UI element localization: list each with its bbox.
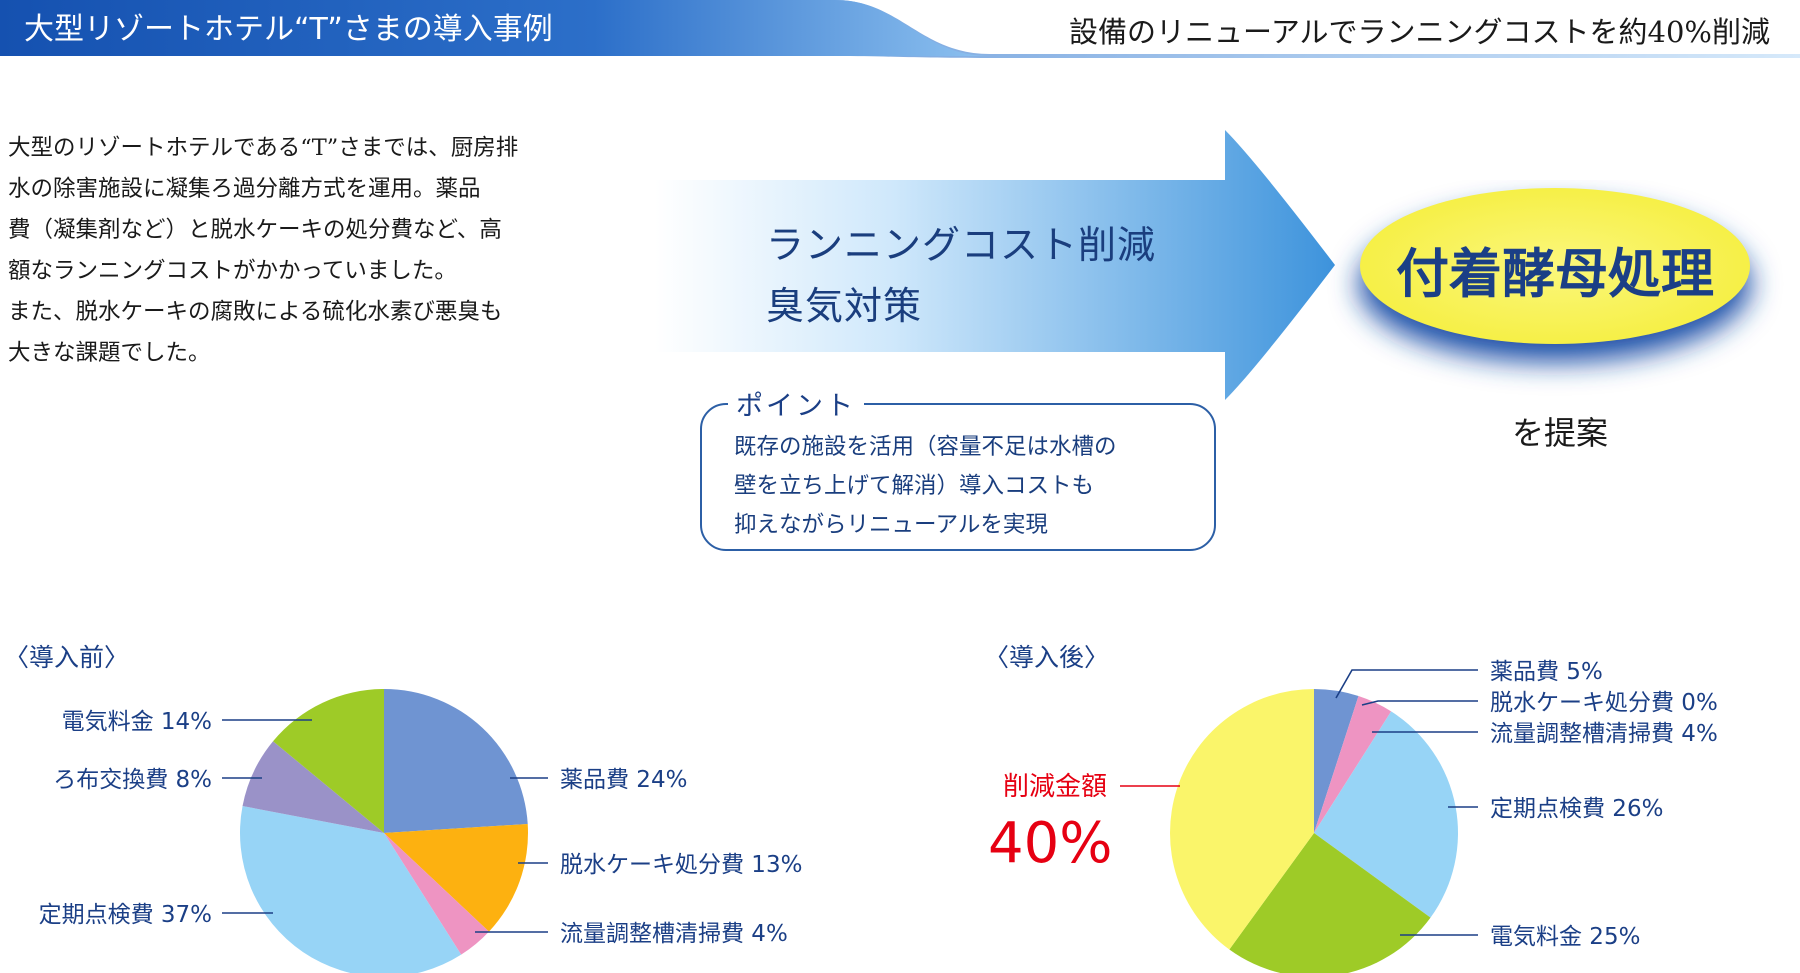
slice-label: 流量調整槽清掃費 4% [560, 921, 788, 947]
pie-slice [384, 689, 528, 833]
slice-label: 電気料金 25% [1490, 924, 1640, 950]
point-line: 抑えながらリニューアルを実現 [734, 512, 1048, 538]
point-line: 既存の施設を活用（容量不足は水槽の [734, 434, 1117, 460]
arrow-label-odor: 臭気対策 [766, 284, 923, 328]
solution-suffix: を提案 [1511, 414, 1608, 452]
header-band [0, 0, 1800, 58]
pie-slice [240, 806, 462, 973]
pie-slice [1169, 689, 1314, 950]
arrow-label-cost: ランニングコスト削減 [766, 223, 1157, 267]
intro-line: 水の除害施設に凝集ろ過分離方式を運用。薬品 [8, 176, 481, 202]
solution-title: 付着酵母処理 [1396, 244, 1714, 305]
slice-label: 定期点検費 26% [1490, 796, 1663, 822]
pie-slice [1314, 711, 1458, 918]
slice-label: 流量調整槽清掃費 4% [1490, 721, 1718, 747]
page-tagline: 設備のリニューアルでランニングコストを約40%削減 [1068, 15, 1770, 49]
pie-slice [1314, 689, 1359, 833]
slice-label: ろ布交換費 8% [53, 767, 212, 793]
reduction-label: 削減金額 [1003, 772, 1107, 802]
leader-line [1335, 669, 1478, 699]
point-box [700, 403, 1216, 551]
solution-ellipse [1359, 188, 1751, 362]
chart-after-title: 〈導入後〉 [984, 643, 1110, 672]
slice-label: 定期点検費 37% [39, 902, 212, 928]
pie-slice [1229, 833, 1431, 973]
slice-label: 薬品費 5% [1490, 659, 1603, 685]
slice-label: 電気料金 14% [62, 709, 212, 735]
slice-label: 脱水ケーキ処分費 13% [560, 852, 802, 878]
reduction-value: 40% [988, 811, 1112, 876]
point-line: 壁を立ち上げて解消）導入コストも [734, 473, 1095, 499]
point-text: 既存の施設を活用（容量不足は水槽の 壁を立ち上げて解消）導入コストも 抑えながら… [734, 428, 1204, 545]
pie-slice [384, 833, 489, 955]
chart-before-title: 〈導入前〉 [4, 643, 130, 672]
leader-line [1361, 700, 1478, 706]
page-title: 大型リゾートホテル“T”さまの導入事例 [24, 12, 553, 47]
pie-slice [242, 741, 384, 833]
intro-line: 費（凝集剤など）と脱水ケーキの処分費など、高 [8, 217, 502, 243]
pie-slice [384, 823, 529, 932]
pie-slice [273, 689, 384, 833]
intro-line: 大きな課題でした。 [8, 340, 211, 366]
pie-slice [1314, 696, 1392, 833]
intro-line: また、脱水ケーキの腐敗による硫化水素び悪臭も [8, 299, 503, 325]
slice-label: 脱水ケーキ処分費 0% [1490, 690, 1718, 716]
intro-line: 大型のリゾートホテルである“T”さまでは、厨房排 [8, 135, 519, 161]
point-label: ポイント [728, 384, 864, 423]
intro-line: 額なランニングコストがかかっていました。 [8, 258, 457, 284]
slice-label: 薬品費 24% [560, 767, 687, 793]
arrow-graphic [655, 130, 1335, 400]
intro-text: 大型のリゾートホテルである“T”さまでは、厨房排 水の除害施設に凝集ろ過分離方式… [8, 128, 608, 374]
